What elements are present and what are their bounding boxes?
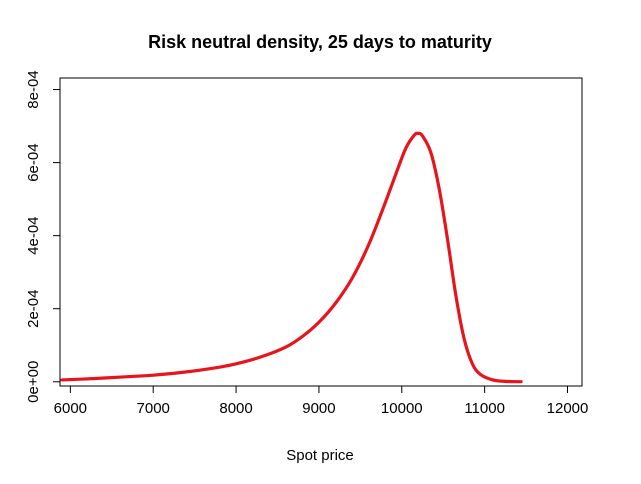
- x-axis: 6000 7000 8000 9000 10000 11000 12000: [54, 385, 589, 417]
- y-tick-label: 6e-04: [25, 143, 42, 181]
- x-tick-label: 11000: [464, 400, 505, 417]
- density-curve: [60, 131, 523, 384]
- y-axis: 0e+00 2e-04 4e-04 6e-04 8e-04: [25, 70, 61, 403]
- x-tick-label: 9000: [302, 400, 335, 417]
- y-tick-label: 2e-04: [25, 290, 42, 328]
- x-tick-label: 7000: [137, 400, 170, 417]
- x-tick-label: 10000: [381, 400, 423, 417]
- y-tick-label: 0e+00: [25, 361, 42, 403]
- y-tick-label: 4e-04: [25, 216, 42, 254]
- x-tick-label: 12000: [547, 400, 589, 417]
- x-tick-label: 6000: [54, 400, 87, 417]
- series-layer: [60, 131, 523, 384]
- x-axis-label: Spot price: [286, 447, 354, 464]
- x-tick-label: 8000: [219, 400, 252, 417]
- y-tick-label: 8e-04: [25, 70, 42, 108]
- chart-title: Risk neutral density, 25 days to maturit…: [148, 32, 492, 52]
